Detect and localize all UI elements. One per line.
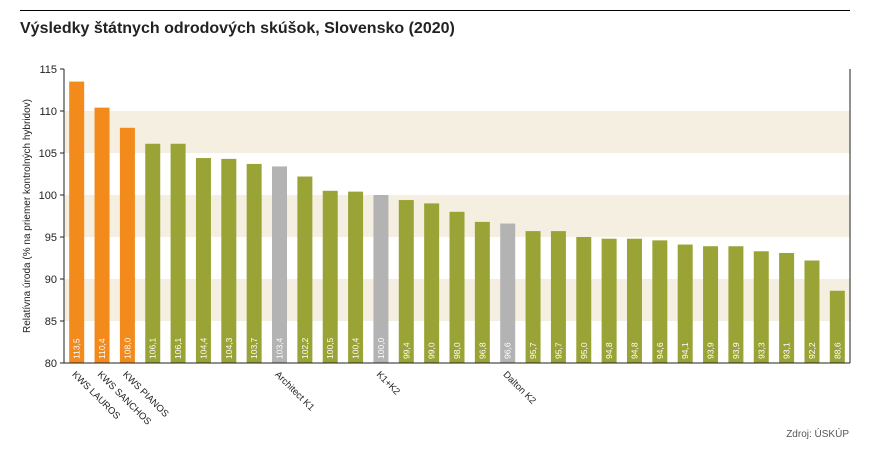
bar <box>322 190 338 363</box>
bar-value-label: 94,8 <box>604 342 614 359</box>
category-label: Dalton K2 <box>501 369 538 406</box>
bar <box>829 290 845 363</box>
background-band <box>64 111 850 153</box>
y-tick-label: 110 <box>39 106 57 118</box>
bar <box>170 143 186 363</box>
bar <box>348 191 364 363</box>
bar-value-label: 103,7 <box>249 337 259 359</box>
chart-title: Výsledky štátnych odrodových skúšok, Slo… <box>20 20 455 37</box>
y-tick-label: 105 <box>39 148 57 160</box>
bar <box>398 200 414 363</box>
bar-value-label: 106,1 <box>173 337 183 359</box>
bar-value-label: 96,8 <box>477 342 487 359</box>
y-axis-label: Relatívna úroda (% na priemer kontrolnýc… <box>22 99 33 333</box>
bar-value-label: 100,4 <box>351 337 361 359</box>
bar <box>601 238 617 363</box>
source-note: Zdroj: ÚSKÚP <box>786 429 849 440</box>
bar-value-label: 92,2 <box>807 342 817 359</box>
bar-value-label: 113,5 <box>72 338 82 359</box>
bar-value-label: 96,6 <box>503 342 513 359</box>
bar <box>69 81 85 363</box>
bar <box>550 231 566 363</box>
bar <box>677 244 693 363</box>
bar-value-label: 110,4 <box>97 338 107 359</box>
bar <box>94 107 110 363</box>
y-tick-label: 115 <box>39 64 57 76</box>
bar <box>449 211 465 363</box>
bar-value-label: 99,4 <box>401 342 411 359</box>
bar <box>195 158 211 363</box>
bar <box>626 238 642 363</box>
y-tick-label: 80 <box>45 358 57 370</box>
bar-value-label: 108,0 <box>122 337 132 359</box>
bar <box>119 127 135 363</box>
bars <box>69 81 845 363</box>
category-label: K1+K2 <box>374 369 402 397</box>
bar <box>221 158 237 363</box>
bar <box>297 176 313 363</box>
bar <box>500 223 516 363</box>
bar-value-label: 93,3 <box>756 342 766 359</box>
bar-value-label: 94,6 <box>655 342 665 359</box>
y-tick-label: 100 <box>39 190 57 202</box>
bar <box>652 240 668 363</box>
axes: 80 85 90 95 100 105 110 115 <box>39 64 851 370</box>
bar-value-label: 94,1 <box>680 342 690 359</box>
bar-value-label: 95,7 <box>528 342 538 359</box>
bar-value-labels: 113,5 110,4 108,0 106,1 106,1 104,4 104,3 103,7… <box>72 337 843 359</box>
bar-value-label: 95,0 <box>579 342 589 359</box>
bar <box>576 237 592 363</box>
bar-value-label: 100,0 <box>376 337 386 359</box>
bar <box>728 246 744 363</box>
bar-value-label: 88,6 <box>832 342 842 359</box>
bar-value-label: 104,4 <box>198 337 208 359</box>
bar <box>474 221 490 363</box>
bar-value-label: 102,2 <box>300 337 310 359</box>
bar-value-label: 99,0 <box>427 342 437 359</box>
category-label: Architect K1 <box>272 369 316 413</box>
y-tick-label: 90 <box>45 274 57 286</box>
bar <box>703 246 719 363</box>
bar <box>246 163 262 363</box>
bar <box>753 251 769 363</box>
bar-value-label: 94,8 <box>629 342 639 359</box>
bar <box>272 166 288 363</box>
bar <box>145 143 161 363</box>
top-rule <box>20 10 850 11</box>
bar-value-label: 100,5 <box>325 337 335 359</box>
bar-value-label: 93,9 <box>731 342 741 359</box>
bar <box>779 252 795 363</box>
bar-value-label: 103,4 <box>275 337 285 359</box>
y-tick-label: 95 <box>45 232 57 244</box>
bar <box>804 260 820 363</box>
bar-value-label: 98,0 <box>452 342 462 359</box>
bar <box>525 231 541 363</box>
bar-value-label: 93,1 <box>782 342 792 359</box>
bar-value-label: 93,9 <box>706 342 716 359</box>
bar <box>373 195 389 363</box>
bar-value-label: 95,7 <box>553 342 563 359</box>
y-tick-label: 85 <box>45 316 57 328</box>
bar <box>424 203 440 363</box>
bar-value-label: 106,1 <box>148 337 158 359</box>
bar-value-label: 104,3 <box>224 337 234 359</box>
